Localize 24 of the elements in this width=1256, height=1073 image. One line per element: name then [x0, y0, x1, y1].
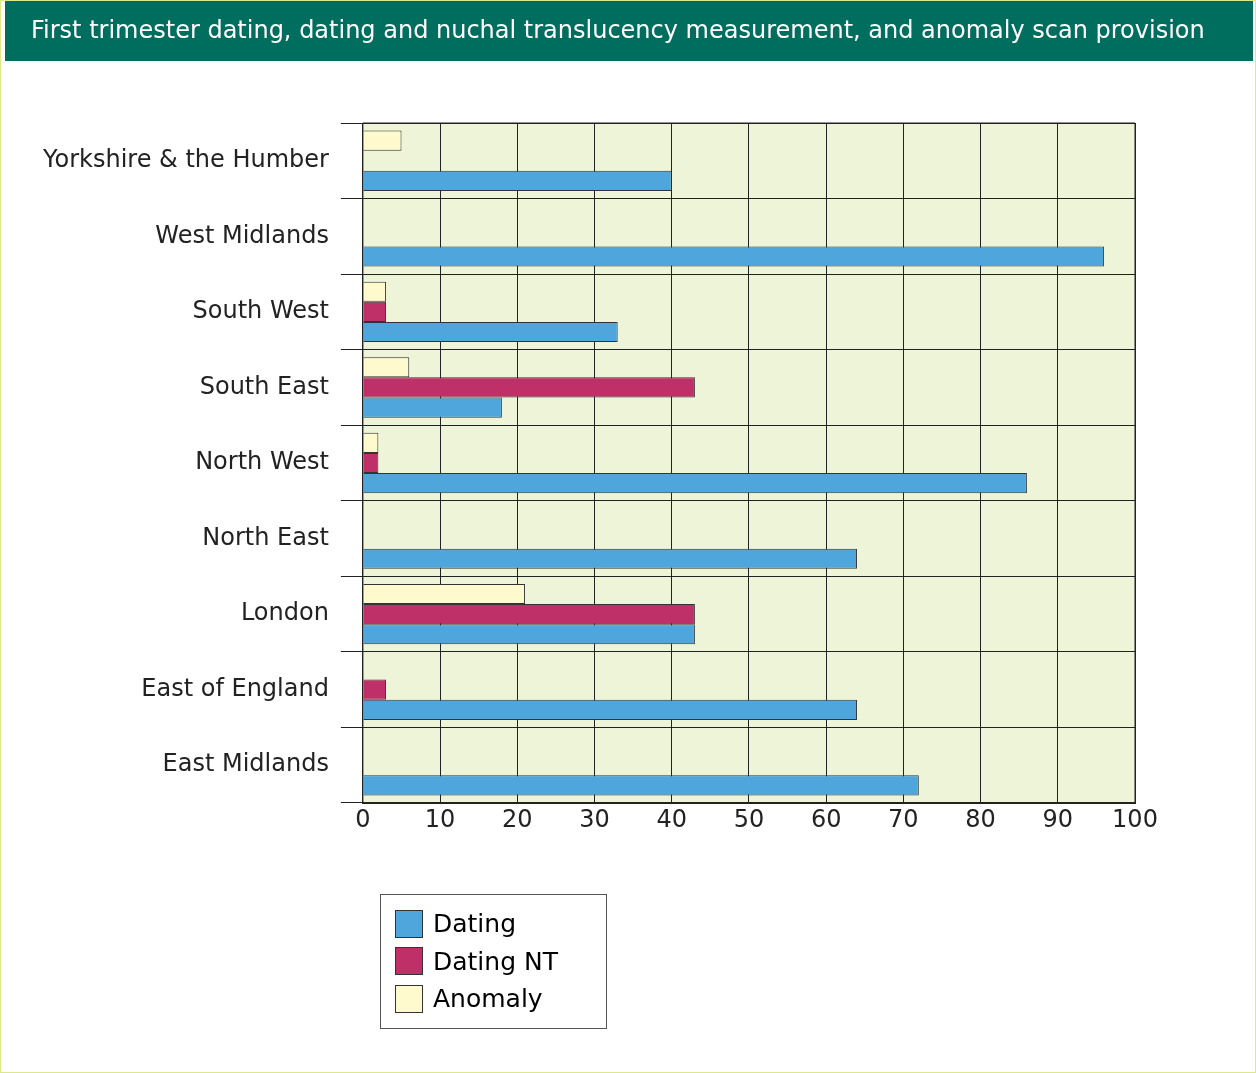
y-tick-label: London — [240, 598, 329, 627]
x-tick-label: 30 — [579, 804, 610, 833]
x-tick-label: 0 — [355, 804, 371, 833]
legend-label: Dating NT — [433, 946, 558, 976]
x-tick-label: 80 — [965, 804, 996, 833]
x-tick-label: 50 — [733, 804, 765, 833]
x-tick-label: 40 — [656, 804, 688, 833]
x-tick-label: 70 — [888, 804, 919, 833]
y-tick-label: North West — [195, 447, 329, 476]
y-tick-label: West Midlands — [155, 220, 329, 249]
legend-label: Dating — [433, 909, 517, 939]
x-tick-label: 10 — [424, 804, 456, 833]
x-tick-label: 100 — [1112, 804, 1158, 833]
y-tick-label: South West — [192, 296, 329, 325]
y-tick-label: East of England — [141, 673, 329, 702]
legend-label: Anomaly — [433, 984, 543, 1014]
y-tick-label: Yorkshire & the Humber — [42, 145, 330, 174]
y-tick-label: East Midlands — [162, 749, 329, 778]
y-tick-label: North East — [202, 522, 329, 551]
x-tick-label: 90 — [1042, 804, 1074, 833]
chart-title: First trimester dating, dating and nuchal translucency measurement, and anomaly scan provision — [5, 1, 1253, 61]
y-tick-label: South East — [199, 371, 329, 400]
x-tick-label: 20 — [502, 804, 533, 833]
x-tick-label: 60 — [810, 804, 842, 833]
